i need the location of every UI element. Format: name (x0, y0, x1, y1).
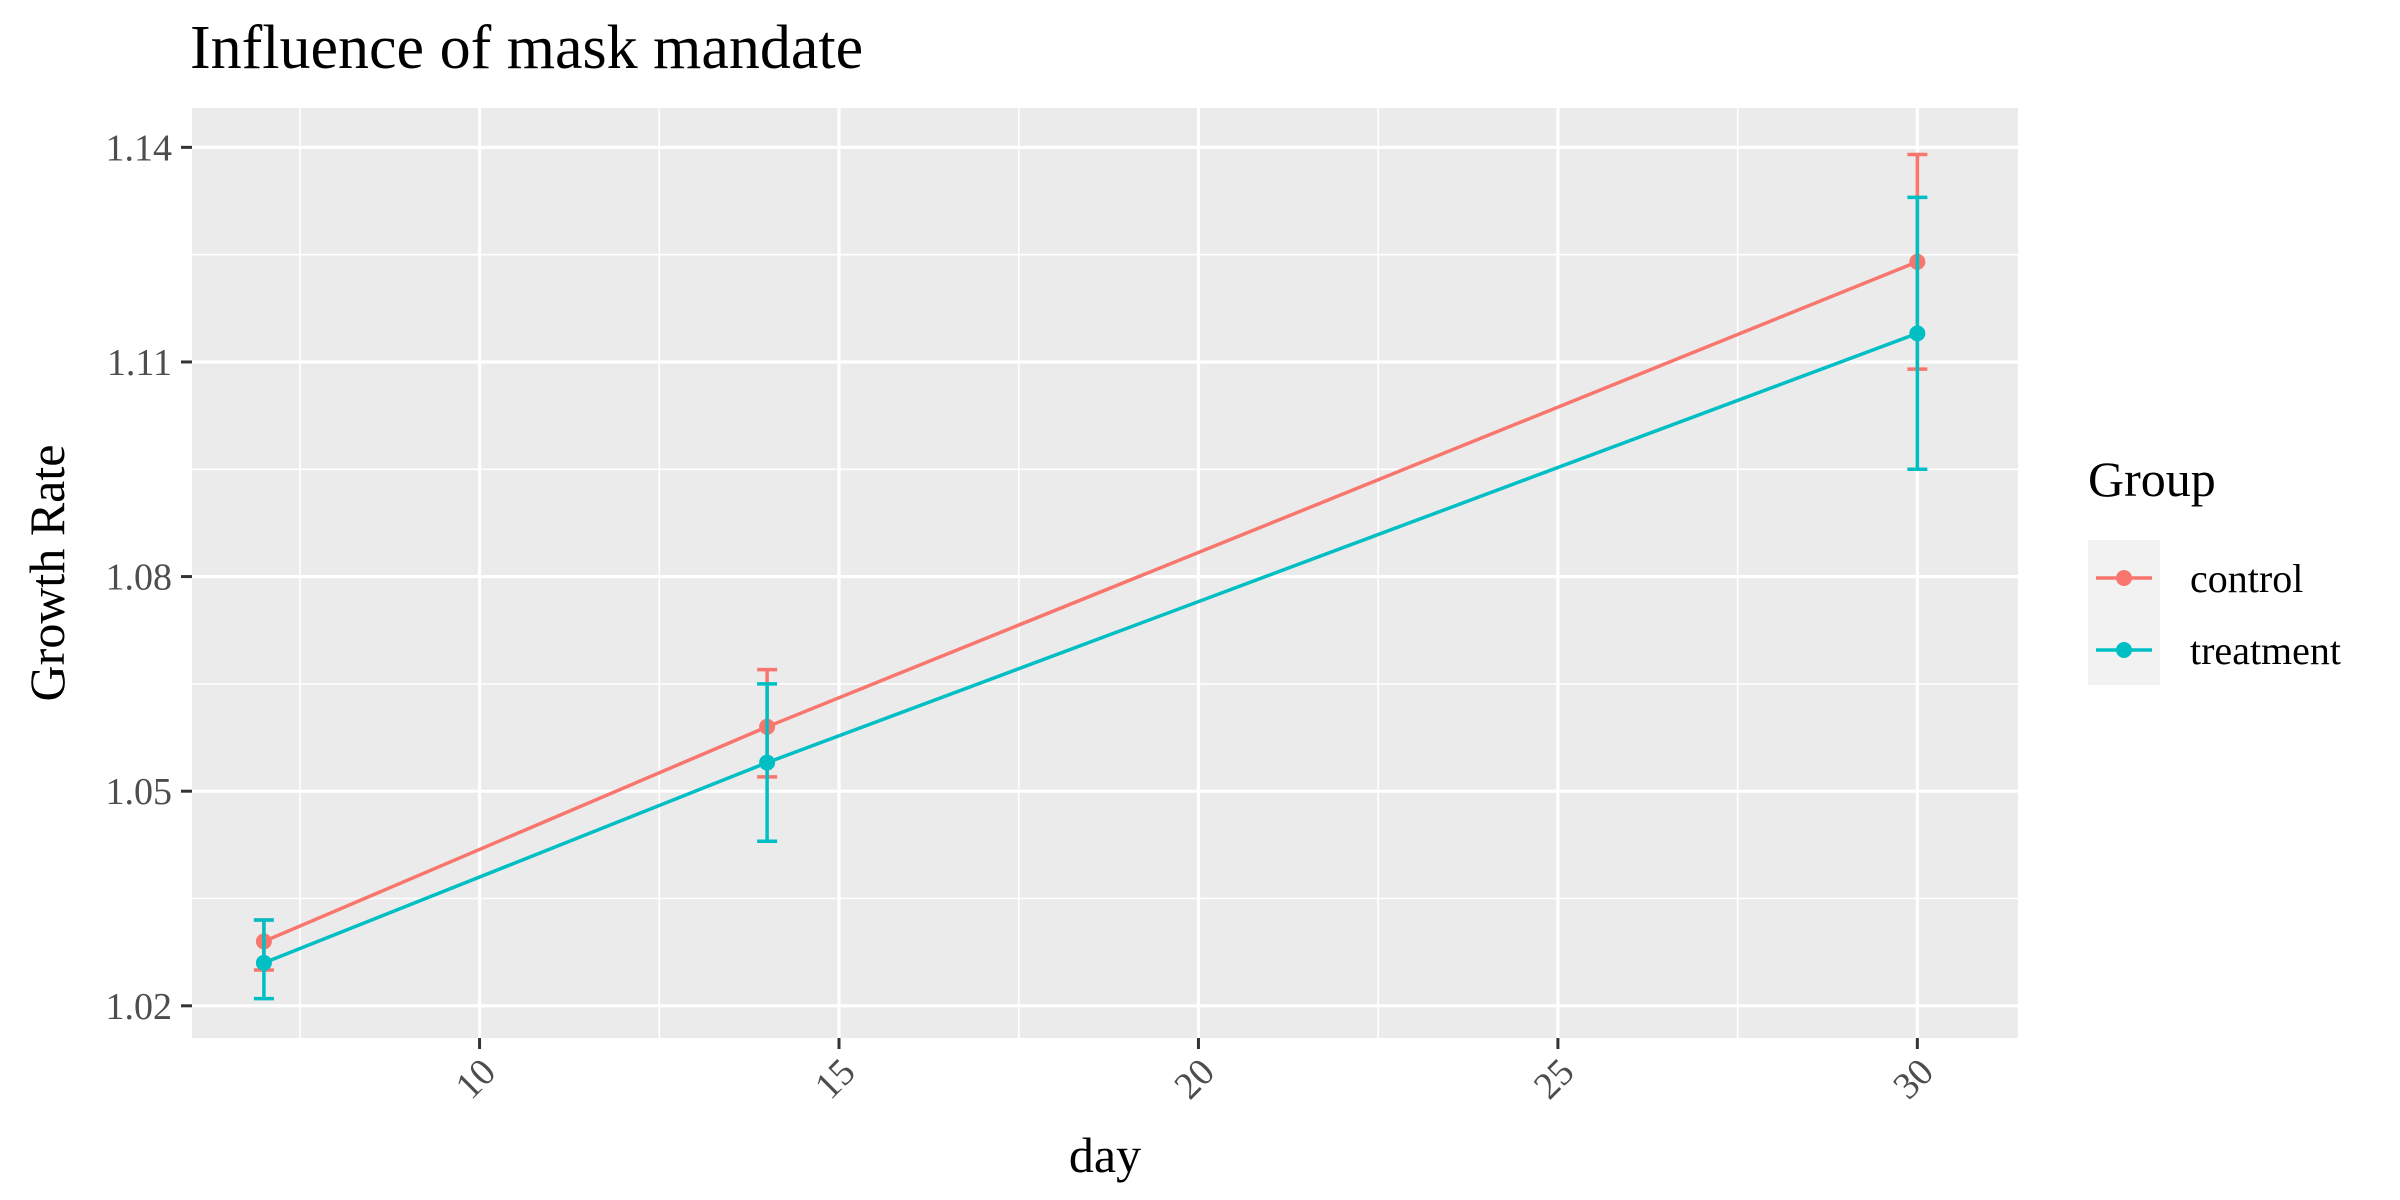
y-tick-label: 1.05 (106, 771, 173, 813)
legend-items: control treatment (2096, 556, 2341, 673)
y-axis-title: Growth Rate (19, 445, 75, 702)
legend-label: treatment (2190, 628, 2341, 673)
data-point-treatment (759, 754, 776, 771)
x-tick-label: 30 (1885, 1051, 1942, 1108)
y-tick-label: 1.02 (106, 986, 173, 1028)
legend: Group control treatment (2088, 451, 2341, 685)
legend-key-point (2116, 642, 2132, 658)
x-tick-label: 25 (1526, 1051, 1583, 1108)
legend-item-control: control (2096, 556, 2303, 601)
x-tick-label: 20 (1166, 1051, 1223, 1108)
legend-item-treatment: treatment (2096, 628, 2341, 673)
legend-title: Group (2088, 451, 2216, 507)
data-point-treatment (1909, 325, 1926, 342)
series-layer (253, 152, 1928, 1001)
series-treatment (253, 195, 1928, 1001)
y-tick-label: 1.08 (106, 557, 173, 599)
data-point-treatment (255, 954, 272, 971)
x-tick-label: 15 (807, 1051, 864, 1108)
x-axis-title: day (1069, 1127, 1141, 1183)
axis-ticks (181, 145, 1919, 1049)
legend-label: control (2190, 556, 2303, 601)
legend-key-point (2116, 570, 2132, 586)
chart-title: Influence of mask mandate (190, 14, 863, 82)
y-tick-label: 1.11 (107, 342, 172, 384)
minor-gridlines (192, 108, 2018, 1038)
y-axis-tick-labels: 1.02 1.05 1.08 1.11 1.14 (106, 127, 173, 1027)
major-gridlines (192, 108, 2018, 1038)
x-axis-tick-labels: 10 15 20 25 30 (448, 1051, 1942, 1108)
x-tick-label: 10 (448, 1051, 505, 1108)
plot-panel (192, 108, 2018, 1038)
y-tick-label: 1.14 (106, 127, 173, 169)
legend-key-background (2088, 540, 2160, 685)
